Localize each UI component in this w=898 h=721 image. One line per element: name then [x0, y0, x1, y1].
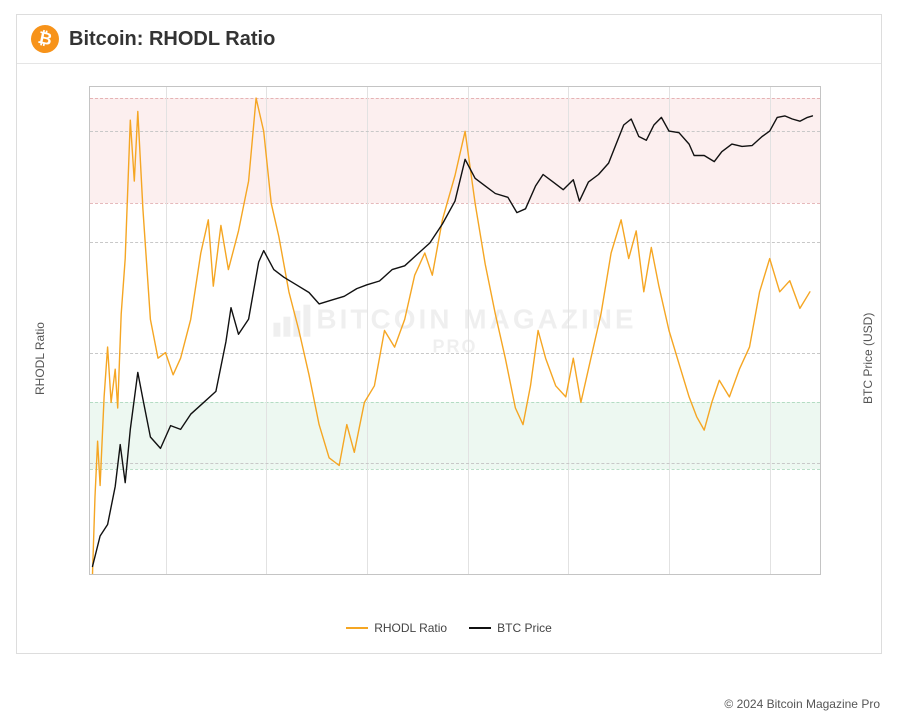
footer-copyright: © 2024 Bitcoin Magazine Pro [724, 697, 880, 711]
legend-label-btc: BTC Price [497, 621, 552, 635]
chart-zone: RHODL Ratio BTC Price (USD) BITCOIN MAGA… [17, 64, 881, 653]
legend-item-btc: BTC Price [469, 621, 552, 635]
chart-title: Bitcoin: RHODL Ratio [69, 28, 275, 51]
plot-area: BITCOIN MAGAZINE PRO 2012201420162018202… [89, 86, 821, 575]
y-axis-left-label: RHODL Ratio [33, 64, 47, 653]
legend-swatch-rhodl [346, 627, 368, 629]
legend: RHODL Ratio BTC Price [17, 621, 881, 635]
chart-svg [90, 87, 820, 574]
legend-item-rhodl: RHODL Ratio [346, 621, 447, 635]
page-wrapper: ₿ Bitcoin: RHODL Ratio RHODL Ratio BTC P… [0, 0, 898, 721]
card-header: ₿ Bitcoin: RHODL Ratio [17, 15, 881, 64]
chart-card: ₿ Bitcoin: RHODL Ratio RHODL Ratio BTC P… [16, 14, 882, 654]
legend-swatch-btc [469, 627, 491, 629]
bitcoin-icon: ₿ [28, 22, 61, 55]
y-axis-right-label: BTC Price (USD) [861, 64, 875, 653]
legend-label-rhodl: RHODL Ratio [374, 621, 447, 635]
